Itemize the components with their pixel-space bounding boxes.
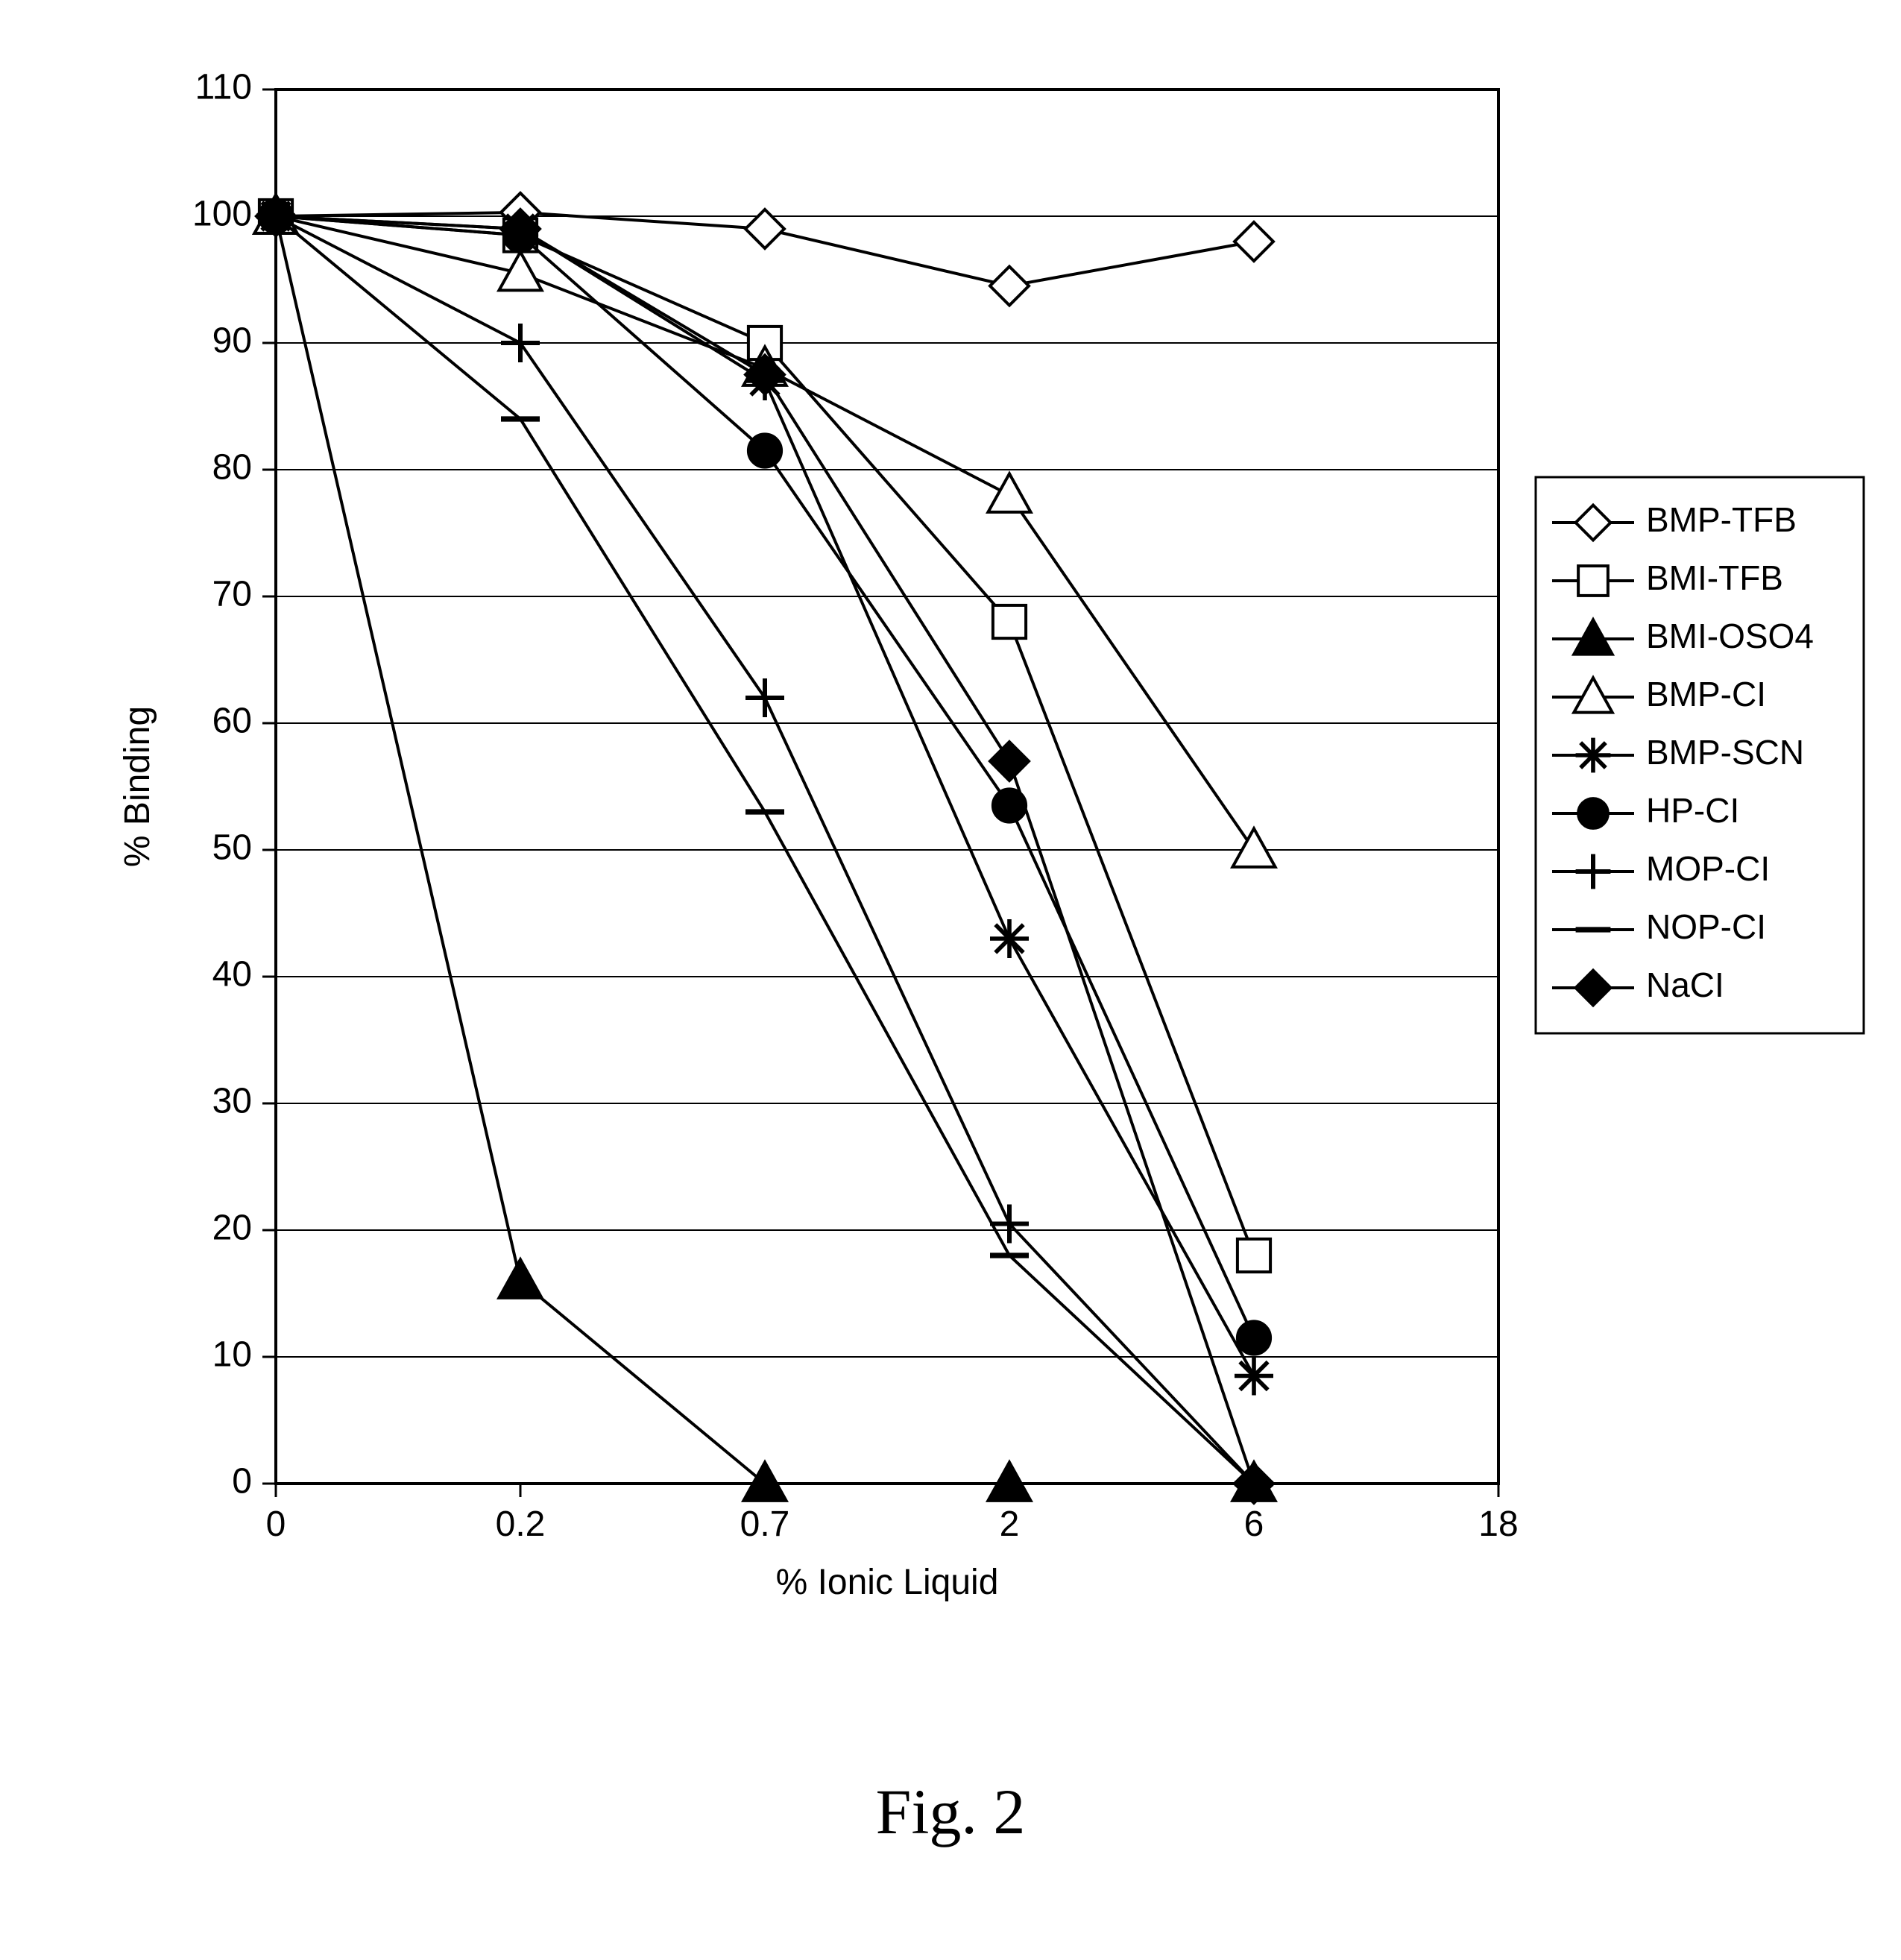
svg-text:0.7: 0.7 [740,1504,790,1544]
svg-text:70: 70 [212,575,252,614]
svg-text:100: 100 [192,195,252,234]
legend-label: BMP-CI [1646,675,1766,713]
svg-text:0.2: 0.2 [496,1504,546,1544]
svg-text:80: 80 [212,448,252,488]
legend-label: BMP-SCN [1646,733,1804,772]
legend-label: NOP-CI [1646,907,1766,946]
line-chart: 0 10 20 30 40 50 60 70 80 90 100 110 0 0.2 0.7 2 6 18 % Io… [0,0,1901,1960]
svg-text:60: 60 [212,702,252,741]
svg-text:20: 20 [212,1209,252,1248]
legend: BMP-TFB BMI-TFB BMI-OSO4 BMP-CI BMP-SCN HP-CI… [1536,477,1864,1033]
legend-label: BMP-TFB [1646,500,1797,539]
svg-text:2: 2 [1000,1504,1020,1544]
svg-text:110: 110 [195,68,252,107]
svg-text:% Ionic Liquid: % Ionic Liquid [776,1563,999,1602]
svg-text:40: 40 [212,955,252,995]
svg-text:0: 0 [266,1504,286,1544]
legend-label: NaCI [1646,965,1724,1004]
legend-label: BMI-OSO4 [1646,617,1814,655]
svg-text:0: 0 [232,1462,252,1501]
svg-text:10: 10 [212,1335,252,1375]
legend-label: MOP-CI [1646,849,1770,888]
svg-text:18: 18 [1478,1504,1518,1544]
legend-label: HP-CI [1646,791,1739,830]
svg-text:30: 30 [212,1082,252,1121]
svg-text:6: 6 [1244,1504,1264,1544]
svg-text:% Binding: % Binding [118,706,157,867]
svg-text:90: 90 [212,321,252,361]
legend-label: BMI-TFB [1646,558,1783,597]
svg-text:50: 50 [212,828,252,868]
figure-caption: Fig. 2 [0,1774,1901,1849]
